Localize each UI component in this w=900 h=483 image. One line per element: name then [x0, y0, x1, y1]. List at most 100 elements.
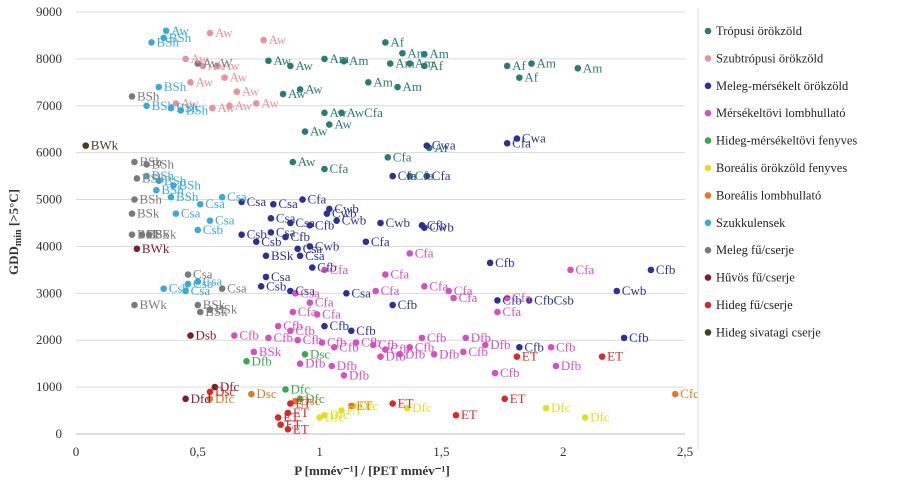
data-point	[445, 287, 453, 295]
data-label: Cfa	[315, 295, 334, 310]
legend-marker	[704, 301, 712, 309]
data-point	[289, 308, 297, 316]
data-label: Am	[415, 56, 435, 71]
legend-entry: Hűvös fű/cserje	[716, 271, 795, 285]
data-point	[257, 283, 265, 290]
data-point	[369, 341, 377, 349]
x-tick-label: 2	[560, 444, 567, 459]
data-point	[620, 334, 628, 342]
data-point	[326, 121, 333, 128]
data-label: Csa	[247, 194, 267, 209]
data-label: BSk	[154, 227, 177, 242]
legend-marker	[704, 246, 712, 254]
data-label: Am	[403, 79, 423, 94]
data-point	[306, 243, 314, 250]
data-point	[206, 388, 214, 396]
data-point	[399, 49, 406, 57]
data-point	[145, 231, 153, 239]
data-point	[340, 372, 348, 379]
data-label: BSh	[164, 173, 187, 188]
data-point	[131, 196, 138, 203]
data-label: Aw	[269, 32, 287, 47]
data-point	[218, 285, 226, 292]
data-label: Csa	[203, 274, 223, 289]
data-label: Af	[390, 34, 404, 49]
data-label: Cfa	[371, 234, 390, 249]
data-point	[296, 360, 304, 367]
data-label: Aw	[222, 58, 240, 73]
data-point	[128, 210, 136, 217]
data-label: Csb	[247, 227, 267, 242]
y-tick-label: 4000	[36, 238, 62, 253]
data-point	[184, 280, 192, 288]
data-label: Cfb	[273, 330, 293, 345]
data-label: Dsc	[310, 346, 330, 361]
data-label: Cfb	[415, 339, 435, 354]
data-point	[187, 79, 194, 86]
data-point	[287, 327, 294, 335]
data-label: Aw	[230, 70, 248, 85]
data-point	[338, 407, 345, 414]
data-point	[547, 343, 555, 351]
legend-entry: Boreális lombhullató	[716, 188, 821, 202]
data-point	[321, 266, 328, 274]
y-axis-label: GDDmin [>5°C]	[6, 189, 24, 275]
data-point	[243, 358, 250, 365]
data-label: ET	[293, 405, 309, 420]
data-point	[294, 336, 301, 344]
data-point	[170, 182, 177, 189]
data-label: ET	[356, 398, 372, 413]
data-point	[287, 219, 294, 227]
x-tick-label: 1,5	[433, 444, 449, 459]
data-label: Cwb	[342, 213, 367, 228]
data-point	[552, 362, 560, 370]
data-label: BSk	[147, 227, 170, 242]
data-label: Csa	[193, 267, 213, 282]
data-label: ET	[295, 396, 311, 411]
axes: 0 1000 2000 3000 4000 5000 6000 7000 8000 9000 0 0,…	[36, 4, 693, 459]
data-point	[238, 231, 245, 239]
data-label: Cfa	[415, 245, 434, 260]
data-point	[333, 217, 340, 224]
data-point	[296, 86, 304, 93]
data-point	[396, 350, 404, 358]
data-point	[503, 294, 511, 302]
data-point	[194, 60, 202, 67]
data-label: Csa	[181, 206, 201, 221]
data-point	[503, 62, 511, 70]
data-label: Cfb	[315, 217, 335, 232]
data-point	[206, 29, 214, 37]
data-point	[172, 210, 180, 217]
data-label: Aw	[181, 95, 199, 110]
data-label: Am	[537, 56, 557, 71]
data-point	[323, 210, 331, 217]
data-label: Csa	[271, 269, 291, 284]
data-label: ET	[398, 396, 414, 411]
data-label: Cfb	[239, 328, 259, 343]
data-point	[284, 409, 292, 417]
data-point	[352, 339, 360, 346]
data-label: Af	[524, 70, 538, 85]
data-label: AwCfa	[347, 105, 384, 120]
data-point	[287, 400, 294, 407]
data-label: Am	[373, 74, 393, 89]
data-point	[296, 252, 304, 260]
data-label: Cfa	[329, 262, 348, 277]
data-label: BSk	[203, 297, 226, 312]
data-point	[389, 400, 396, 407]
data-label: Cwa	[522, 131, 546, 146]
data-point	[316, 414, 323, 421]
data-point	[384, 154, 392, 161]
data-label: Aw	[288, 86, 306, 101]
data-label: Cfa	[398, 168, 417, 183]
y-axis-label-rest: [>5°C]	[6, 189, 21, 229]
data-label: BSh	[176, 189, 199, 204]
y-tick-label: 9000	[36, 4, 62, 19]
data-point	[162, 27, 170, 35]
legend-entry: Szubtrópusi örökzöld	[716, 51, 824, 65]
y-axis-label-sub: min	[13, 229, 24, 246]
data-point	[265, 334, 272, 342]
data-label: Aw	[295, 58, 313, 73]
data-label: Csa	[351, 285, 371, 300]
y-tick-label: 2000	[36, 332, 62, 347]
